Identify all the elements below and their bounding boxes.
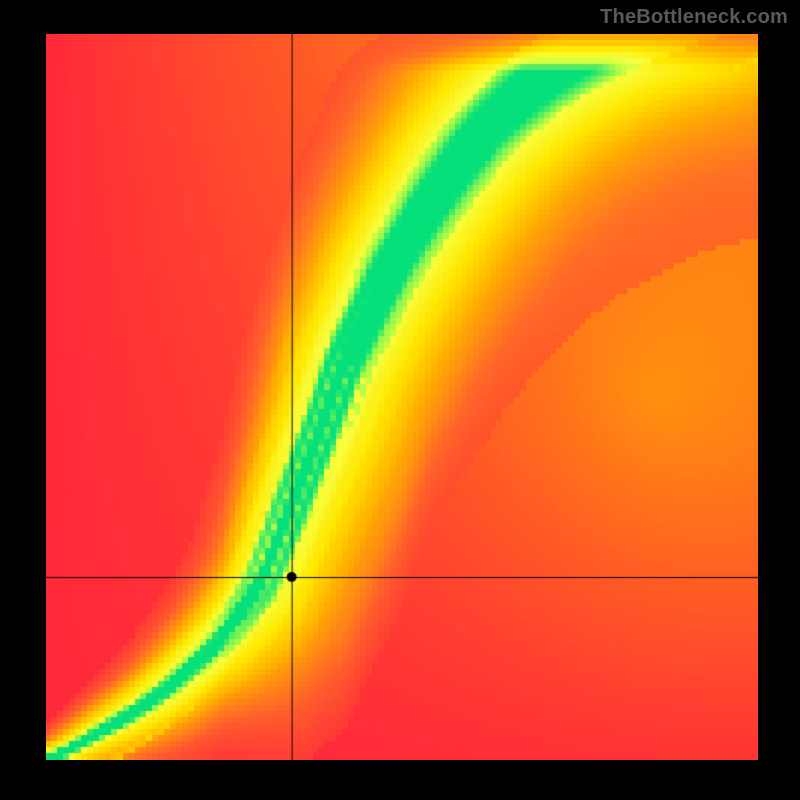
chart-frame: TheBottleneck.com	[0, 0, 800, 800]
plot-area	[46, 34, 758, 760]
crosshair-overlay	[46, 34, 758, 760]
watermark-text: TheBottleneck.com	[600, 6, 788, 29]
